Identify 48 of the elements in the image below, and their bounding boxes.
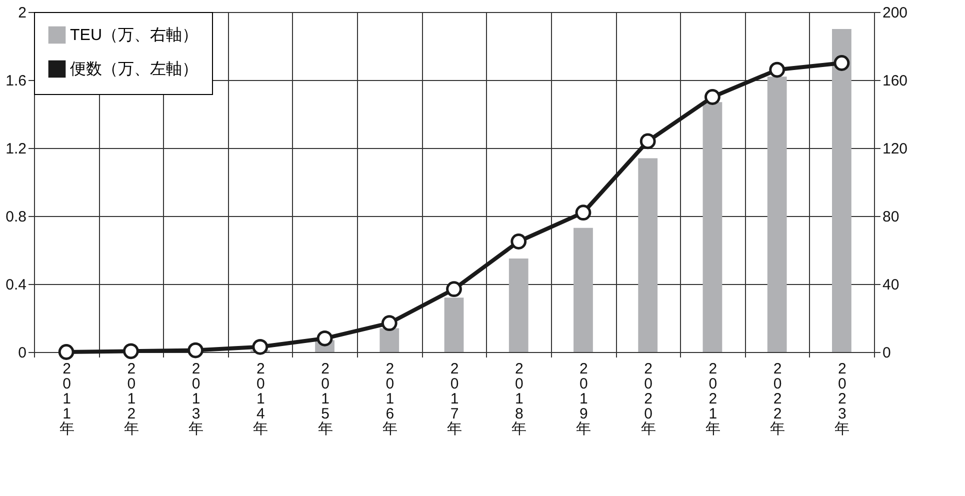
- x-tick-label: 2011年: [59, 360, 74, 438]
- y-tick-label: 0.4: [6, 276, 26, 294]
- y2-tick-label: 0: [882, 344, 891, 362]
- point: [58, 344, 74, 360]
- bar: [702, 102, 722, 352]
- x-tick-label: 2015年: [318, 360, 333, 438]
- bar: [508, 258, 528, 352]
- y-tick-label: 1.6: [6, 72, 26, 90]
- x-tick-label: 2014年: [253, 360, 268, 438]
- point: [769, 62, 786, 78]
- y-tick-label: 1.2: [6, 140, 26, 158]
- point: [381, 315, 398, 332]
- legend-label: 便数（万、左軸）: [70, 60, 198, 78]
- y2-tick-label: 160: [882, 72, 908, 90]
- bar: [767, 76, 787, 352]
- y2-tick-label: 200: [882, 4, 908, 22]
- x-tick-label: 2016年: [382, 360, 398, 438]
- point: [122, 343, 139, 360]
- point: [704, 89, 720, 105]
- y2-tick-label: 120: [882, 140, 908, 158]
- point: [316, 330, 333, 346]
- point: [510, 234, 527, 250]
- y2-tick-label: 40: [882, 276, 900, 294]
- x-tick-label: 2018年: [512, 360, 527, 438]
- x-tick-label: 2012年: [124, 360, 139, 438]
- bar: [832, 29, 852, 352]
- point: [640, 133, 656, 150]
- x-tick-label: 2023年: [834, 360, 850, 438]
- y-tick-label: 0.8: [6, 208, 26, 226]
- x-tick-label: 2013年: [188, 360, 204, 438]
- point: [252, 338, 268, 355]
- point: [834, 55, 850, 71]
- y2-tick-label: 80: [882, 208, 900, 226]
- bar: [444, 298, 464, 352]
- bar: [638, 158, 658, 352]
- y-tick-label: 0: [18, 344, 26, 362]
- x-tick-label: 2019年: [576, 360, 592, 438]
- x-tick-label: 2017年: [447, 360, 462, 438]
- x-tick-label: 2021年: [705, 360, 720, 438]
- point: [575, 204, 592, 221]
- point: [446, 281, 462, 298]
- legend-label: TEU（万、右軸）: [70, 26, 198, 44]
- x-tick-label: 2022年: [770, 360, 786, 438]
- y-tick-label: 2: [18, 4, 26, 22]
- point: [188, 342, 204, 358]
- bar: [380, 328, 400, 352]
- x-tick-label: 2020年: [640, 360, 656, 438]
- bar: [574, 228, 593, 352]
